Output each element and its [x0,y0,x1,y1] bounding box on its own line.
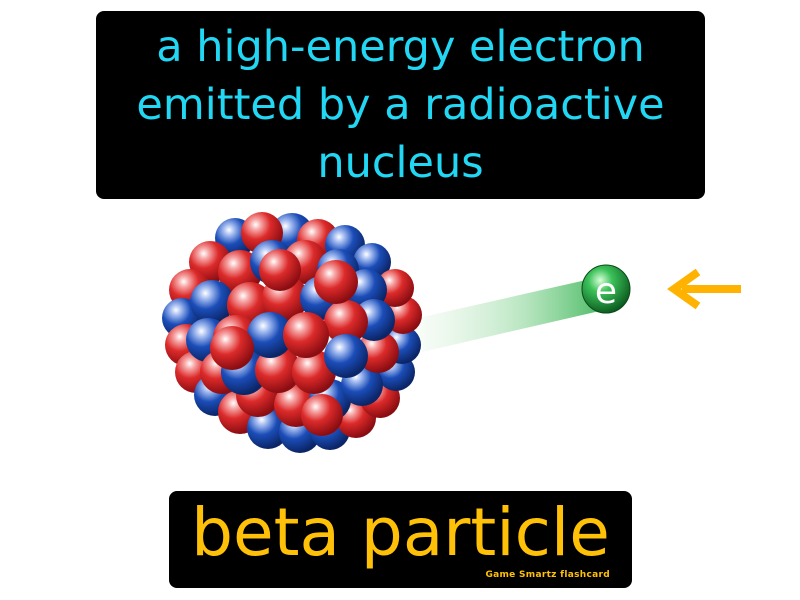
term-box: beta particle Game Smartz flashcard [169,491,632,588]
electron-icon: e [581,264,631,314]
atomic-nucleus-icon [162,212,422,453]
definition-box: a high-energy electron emitted by a radi… [96,11,705,199]
arrow-left-icon [667,268,741,310]
definition-text: a high-energy electron emitted by a radi… [136,22,665,188]
term-text: beta particle [191,494,610,571]
electron-symbol: e [595,271,617,312]
credit-text: Game Smartz flashcard [485,570,610,580]
electron-trail [418,276,604,352]
